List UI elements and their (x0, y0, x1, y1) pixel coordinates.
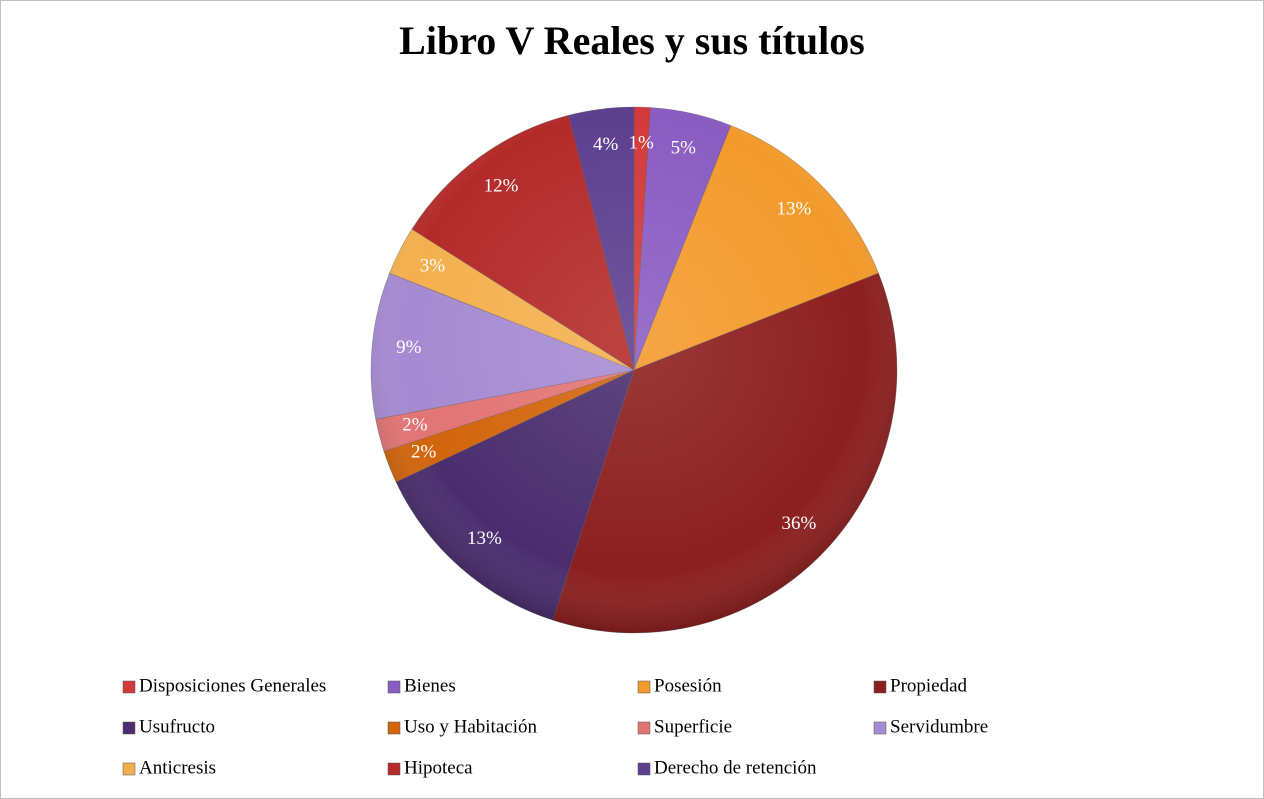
data-label: 5% (671, 138, 697, 159)
legend-swatch (122, 680, 136, 694)
legend-swatch (122, 721, 136, 735)
legend-swatch (873, 680, 887, 694)
data-label: 13% (777, 198, 812, 219)
data-label: 9% (396, 337, 422, 358)
legend-swatch (637, 762, 651, 776)
legend-label: Propiedad (890, 675, 968, 696)
legend-label: Usufructo (139, 716, 215, 737)
data-label: 36% (781, 513, 816, 534)
data-label: 3% (420, 256, 446, 277)
legend: Disposiciones Generales Bienes Posesión Pro… (122, 675, 988, 778)
data-label: 1% (628, 132, 654, 153)
legend-label: Disposiciones Generales (139, 675, 326, 696)
data-label: 4% (593, 134, 619, 155)
legend-label: Bienes (404, 675, 456, 696)
data-label: 2% (402, 415, 428, 436)
legend-label: Superficie (654, 716, 732, 737)
legend-swatch (873, 721, 887, 735)
legend-swatch (387, 721, 401, 735)
legend-swatch (387, 762, 401, 776)
legend-label: Derecho de retención (654, 757, 817, 778)
pie-labels: 1% 5% 13% 36% 13% 2% 2% 9% 3% 12% 4% (396, 132, 816, 549)
legend-label: Uso y Habitación (404, 716, 537, 737)
legend-label: Hipoteca (404, 757, 473, 778)
data-label: 13% (467, 528, 502, 549)
data-label: 2% (411, 442, 437, 463)
legend-label: Posesión (654, 675, 722, 696)
legend-label: Servidumbre (890, 716, 988, 737)
legend-label: Anticresis (139, 757, 216, 778)
chart-title: Libro V Reales y sus títulos (399, 18, 865, 63)
legend-swatch (637, 680, 651, 694)
legend-swatch (387, 680, 401, 694)
legend-swatch (637, 721, 651, 735)
legend-swatch (122, 762, 136, 776)
data-label: 12% (484, 175, 519, 196)
pie (370, 106, 898, 634)
